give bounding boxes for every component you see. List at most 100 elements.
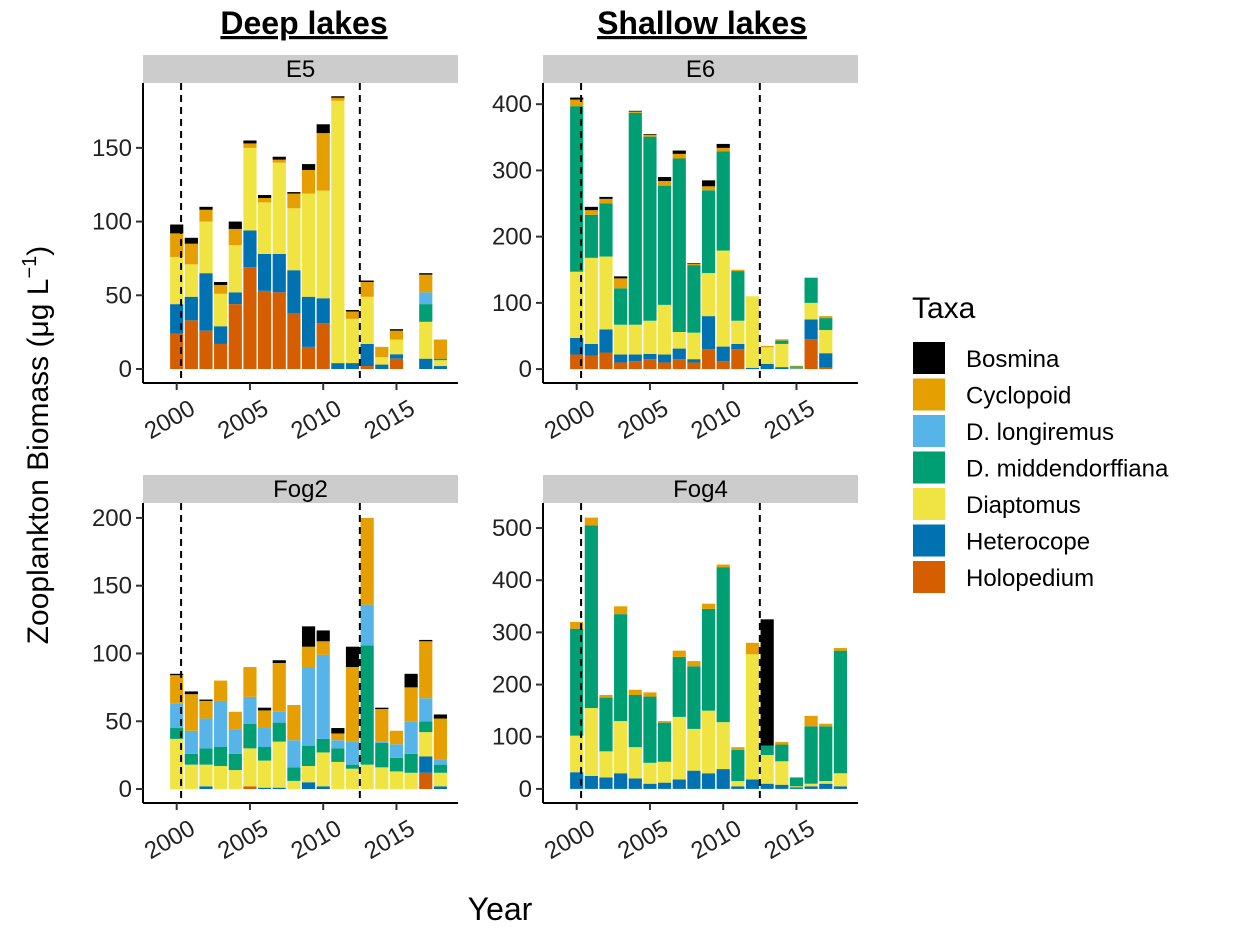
bar-segment — [301, 765, 316, 783]
y-tick-label: 200 — [492, 672, 532, 699]
bar-segment — [331, 728, 345, 734]
bar-segment — [701, 349, 716, 370]
bar-segment — [570, 337, 584, 355]
bar-segment — [658, 185, 672, 305]
bar-segment — [775, 343, 789, 368]
bar-segment — [331, 761, 345, 790]
bar-segment — [184, 320, 198, 369]
bar-segment — [672, 656, 686, 717]
bar-segment — [316, 630, 330, 642]
bar-segment — [672, 359, 686, 370]
bar-segment — [628, 695, 642, 748]
x-tick-label: 2000 — [540, 395, 600, 445]
bar-segment — [360, 517, 374, 605]
bar-segment — [258, 707, 272, 711]
bar-segment — [731, 269, 745, 272]
bar-segment — [389, 339, 404, 355]
bar-segment — [228, 753, 242, 771]
bar-segment — [214, 747, 228, 766]
bar-segment — [628, 354, 642, 362]
bar-segment — [375, 767, 389, 790]
bar-segment — [628, 747, 642, 779]
x-tick-label: 2000 — [140, 815, 200, 865]
bar-segment — [360, 282, 374, 297]
bar-segment — [570, 735, 584, 773]
bar-segment — [804, 277, 818, 303]
bar-segment — [258, 787, 272, 790]
bar-segment — [184, 753, 198, 765]
bar-segment — [760, 745, 774, 755]
bar-segment — [331, 97, 345, 101]
bar-segment — [375, 357, 389, 365]
bar-segment — [258, 197, 272, 203]
bar-segment — [716, 147, 730, 152]
bar-segment — [243, 696, 257, 724]
bar-segment — [184, 264, 198, 297]
bar-segment — [214, 343, 228, 369]
bar-segment — [599, 196, 613, 199]
bar-segment — [731, 749, 745, 782]
bar-segment — [214, 284, 228, 294]
bar-segment — [789, 777, 804, 787]
y-label-text: Zooplankton Biomass (μg L — [22, 279, 55, 645]
bar-segment — [170, 738, 184, 790]
bar-segment — [716, 143, 730, 148]
bar-segment — [433, 718, 448, 760]
bar-segment — [433, 358, 448, 361]
bar-segment — [331, 733, 345, 741]
bar-segment — [360, 645, 374, 765]
bar-segment — [170, 673, 184, 676]
bar-segment — [614, 278, 628, 289]
bar-segment — [570, 97, 584, 100]
bar-segment — [658, 304, 672, 355]
bar-segment — [301, 169, 316, 194]
bar-segment — [614, 324, 628, 355]
y-tick-label: 400 — [492, 567, 532, 594]
bar-segment — [643, 359, 657, 370]
bar-segment — [199, 206, 213, 210]
bar-segment — [599, 777, 613, 789]
y-tick-label: 100 — [492, 724, 532, 751]
y-tick-label: 300 — [492, 157, 532, 184]
bar-segment — [672, 150, 686, 154]
bar-segment — [287, 193, 301, 209]
bar-segment — [819, 723, 833, 727]
bar-segment — [687, 770, 701, 789]
bar-segment — [272, 787, 286, 790]
legend-key — [913, 524, 945, 557]
bar-segment — [433, 714, 448, 719]
bar-segment — [389, 744, 404, 758]
bar-segment — [331, 363, 345, 369]
bar-segment — [731, 781, 745, 787]
bar-segment — [404, 772, 418, 790]
bar-segment — [643, 353, 657, 360]
bar-segment — [716, 564, 730, 568]
y-tick-label: 150 — [92, 573, 132, 600]
bar-segment — [375, 707, 389, 710]
bar-segment — [199, 330, 213, 369]
y-tick-label: 100 — [92, 640, 132, 667]
bar-segment — [775, 741, 789, 745]
bar-segment — [687, 661, 701, 667]
x-tick-label: 2005 — [613, 395, 673, 445]
bar-segment — [804, 339, 818, 370]
legend-key — [913, 342, 945, 374]
bar-segment — [272, 292, 286, 369]
bar-segment — [272, 662, 286, 712]
bar-segment — [701, 773, 716, 789]
y-tick-label: 100 — [92, 209, 132, 236]
bar-segment — [599, 751, 613, 778]
bar-segment — [570, 772, 584, 789]
bar-segment — [199, 209, 213, 222]
bar-segment — [360, 604, 374, 646]
y-tick-label: 0 — [519, 356, 532, 383]
panel-title: E6 — [686, 56, 715, 83]
bar-segment — [643, 762, 657, 784]
bar-segment — [184, 296, 198, 321]
y-tick-label: 0 — [519, 776, 532, 803]
bar-segment — [775, 367, 789, 370]
bar-segment — [243, 140, 257, 144]
bar-segment — [804, 302, 818, 320]
bar-segment — [628, 112, 642, 325]
bar-segment — [272, 711, 286, 723]
